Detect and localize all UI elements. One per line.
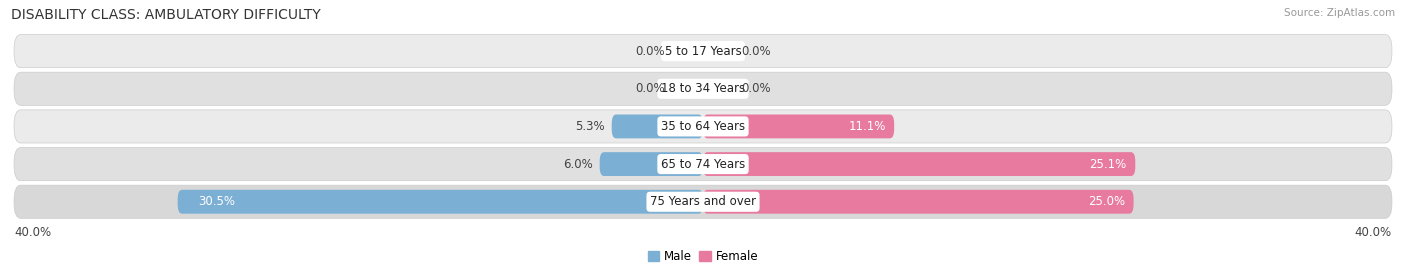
Text: 30.5%: 30.5%: [198, 195, 235, 208]
FancyBboxPatch shape: [14, 147, 1392, 181]
Text: 65 to 74 Years: 65 to 74 Years: [661, 158, 745, 171]
FancyBboxPatch shape: [14, 185, 1392, 218]
Text: 25.1%: 25.1%: [1090, 158, 1126, 171]
FancyBboxPatch shape: [703, 190, 1133, 214]
Text: 11.1%: 11.1%: [848, 120, 886, 133]
FancyBboxPatch shape: [14, 34, 1392, 68]
Text: 75 Years and over: 75 Years and over: [650, 195, 756, 208]
Text: 6.0%: 6.0%: [562, 158, 593, 171]
FancyBboxPatch shape: [703, 115, 894, 138]
Text: DISABILITY CLASS: AMBULATORY DIFFICULTY: DISABILITY CLASS: AMBULATORY DIFFICULTY: [11, 8, 321, 22]
Text: 0.0%: 0.0%: [636, 82, 665, 95]
Text: 25.0%: 25.0%: [1088, 195, 1125, 208]
FancyBboxPatch shape: [177, 190, 703, 214]
FancyBboxPatch shape: [14, 110, 1392, 143]
FancyBboxPatch shape: [703, 152, 1135, 176]
FancyBboxPatch shape: [14, 72, 1392, 105]
Text: Source: ZipAtlas.com: Source: ZipAtlas.com: [1284, 8, 1395, 18]
Text: 35 to 64 Years: 35 to 64 Years: [661, 120, 745, 133]
Text: 5.3%: 5.3%: [575, 120, 605, 133]
Text: 0.0%: 0.0%: [741, 82, 770, 95]
Legend: Male, Female: Male, Female: [643, 245, 763, 267]
Text: 5 to 17 Years: 5 to 17 Years: [665, 45, 741, 58]
Text: 40.0%: 40.0%: [14, 226, 51, 239]
Text: 18 to 34 Years: 18 to 34 Years: [661, 82, 745, 95]
FancyBboxPatch shape: [599, 152, 703, 176]
FancyBboxPatch shape: [612, 115, 703, 138]
Text: 0.0%: 0.0%: [741, 45, 770, 58]
Text: 0.0%: 0.0%: [636, 45, 665, 58]
Text: 40.0%: 40.0%: [1355, 226, 1392, 239]
